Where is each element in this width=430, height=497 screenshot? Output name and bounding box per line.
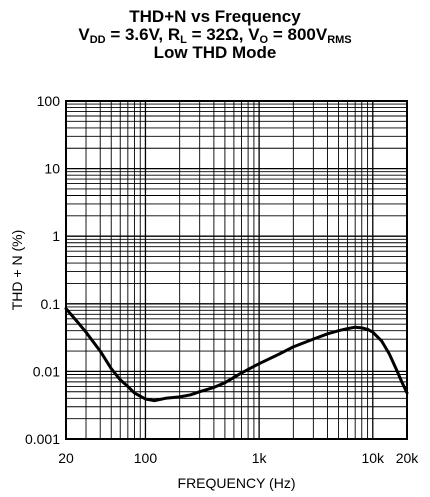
vo-value: = 800V bbox=[268, 25, 328, 44]
vo-subscript: O bbox=[259, 34, 269, 46]
y-tick-label: 10 bbox=[44, 161, 60, 177]
vo-symbol: V bbox=[248, 25, 260, 44]
x-axis-label: FREQUENCY (Hz) bbox=[178, 475, 296, 491]
y-tick-label: 100 bbox=[37, 93, 61, 109]
x-tick-label: 100 bbox=[134, 450, 158, 466]
y-tick-label: 0.1 bbox=[41, 296, 61, 312]
thd-series-line bbox=[64, 307, 409, 403]
rl-subscript: L bbox=[180, 34, 187, 46]
series-group bbox=[64, 307, 409, 403]
y-tick-label: 1 bbox=[52, 228, 60, 244]
chart-title-mode: Low THD Mode bbox=[153, 43, 277, 62]
y-axis-label: THD + N (%) bbox=[9, 230, 25, 311]
plot-frame bbox=[65, 100, 408, 440]
vdd-symbol: V bbox=[78, 25, 90, 44]
x-tick-label: 10k bbox=[361, 450, 385, 466]
chart-title-line1: THD+N vs Frequency bbox=[129, 7, 301, 26]
vdd-subscript: DD bbox=[89, 34, 106, 46]
grid bbox=[66, 101, 407, 439]
y-tick-label: 0.01 bbox=[33, 363, 60, 379]
y-tick-label: 0.001 bbox=[25, 431, 60, 447]
y-tick-labels: 0.001 0.01 0.1 1 10 100 bbox=[25, 93, 60, 447]
rl-symbol: R bbox=[167, 25, 181, 44]
x-tick-label: 1k bbox=[252, 450, 268, 466]
x-tick-label: 20 bbox=[58, 450, 74, 466]
x-tick-label: 20k bbox=[396, 450, 420, 466]
vo-unit-subscript: RMS bbox=[327, 34, 352, 46]
vdd-value: = 3.6V, bbox=[105, 25, 168, 44]
rl-value: = 32Ω, bbox=[186, 25, 249, 44]
x-tick-labels: 20 100 1k 10k 20k bbox=[58, 450, 419, 466]
chart-title-conditions: VDD = 3.6V, RL = 32Ω, VO = 800VRMS bbox=[0, 25, 430, 46]
